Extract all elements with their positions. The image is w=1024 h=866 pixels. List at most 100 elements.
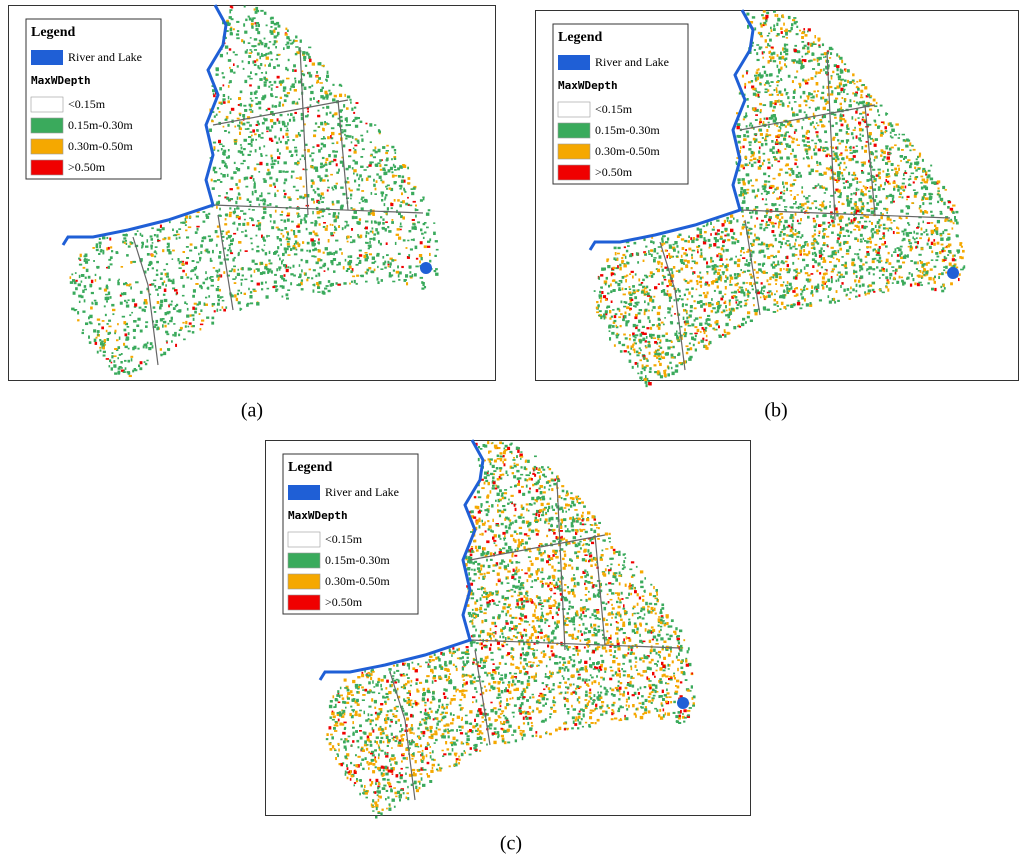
flood-cell bbox=[856, 253, 860, 256]
flood-cell bbox=[829, 223, 832, 226]
flood-cell bbox=[837, 158, 840, 161]
flood-cell bbox=[812, 217, 815, 220]
flood-cell bbox=[763, 172, 767, 176]
flood-cell bbox=[776, 89, 778, 94]
flood-cell bbox=[109, 296, 112, 299]
flood-cell bbox=[250, 280, 254, 283]
flood-cell bbox=[743, 270, 746, 273]
flood-cell bbox=[871, 197, 874, 200]
flood-cell bbox=[423, 245, 427, 249]
flood-cell bbox=[805, 113, 808, 117]
flood-cell bbox=[945, 216, 949, 219]
flood-cell bbox=[398, 212, 401, 216]
flood-cell bbox=[236, 117, 240, 120]
flood-cell bbox=[261, 248, 264, 251]
flood-cell bbox=[732, 232, 736, 235]
flood-cell bbox=[960, 268, 964, 271]
flood-cell bbox=[227, 230, 230, 234]
flood-cell bbox=[397, 265, 399, 269]
flood-cell bbox=[75, 287, 78, 291]
flood-cell bbox=[795, 201, 797, 203]
flood-cell bbox=[711, 228, 715, 231]
flood-cell bbox=[819, 204, 822, 207]
flood-cell bbox=[925, 171, 928, 175]
flood-cell bbox=[233, 212, 235, 215]
flood-cell bbox=[774, 272, 778, 276]
flood-cell bbox=[943, 266, 946, 269]
flood-cell bbox=[628, 337, 631, 341]
flood-cell bbox=[747, 24, 750, 28]
flood-cell bbox=[629, 297, 633, 300]
flood-cell bbox=[247, 15, 250, 18]
flood-cell bbox=[875, 174, 879, 177]
flood-cell bbox=[807, 78, 810, 81]
flood-cell bbox=[314, 247, 317, 251]
flood-cell bbox=[792, 19, 796, 22]
flood-cell bbox=[205, 213, 208, 217]
flood-cell bbox=[630, 270, 634, 273]
flood-cell bbox=[874, 156, 877, 159]
flood-cell bbox=[219, 181, 223, 183]
flood-cell bbox=[762, 24, 765, 27]
flood-cell bbox=[322, 226, 326, 228]
flood-cell bbox=[257, 43, 261, 46]
flood-cell bbox=[367, 247, 371, 250]
flood-cell bbox=[905, 255, 908, 258]
flood-cell bbox=[768, 125, 770, 128]
flood-cell bbox=[772, 114, 776, 116]
flood-cell bbox=[716, 265, 719, 268]
flood-cell bbox=[784, 294, 787, 297]
flood-cell bbox=[331, 200, 334, 204]
flood-cell bbox=[712, 327, 715, 330]
flood-cell bbox=[848, 104, 852, 108]
flood-cell bbox=[768, 117, 773, 120]
flood-cell bbox=[815, 82, 819, 86]
flood-cell bbox=[837, 139, 840, 142]
flood-cell bbox=[146, 253, 150, 256]
flood-cell bbox=[962, 266, 965, 270]
flood-cell bbox=[708, 342, 711, 346]
flood-cell bbox=[435, 272, 439, 276]
flood-cell bbox=[758, 123, 761, 125]
flood-cell bbox=[244, 50, 248, 54]
flood-cell bbox=[365, 220, 369, 223]
flood-cell bbox=[843, 288, 846, 292]
flood-cell bbox=[865, 102, 868, 107]
flood-cell bbox=[376, 173, 379, 176]
flood-cell bbox=[703, 328, 706, 332]
flood-cell bbox=[732, 237, 735, 240]
flood-cell bbox=[860, 259, 863, 263]
flood-cell bbox=[942, 247, 945, 250]
flood-cell bbox=[826, 85, 830, 89]
flood-cell bbox=[878, 277, 881, 279]
flood-cell bbox=[331, 114, 335, 118]
flood-cell bbox=[328, 89, 331, 92]
flood-cell bbox=[260, 54, 264, 57]
flood-cell bbox=[659, 362, 662, 367]
flood-cell bbox=[302, 185, 305, 188]
flood-cell bbox=[894, 167, 898, 171]
flood-cell bbox=[872, 139, 875, 143]
flood-cell bbox=[300, 116, 304, 121]
flood-cell bbox=[275, 40, 278, 43]
flood-cell bbox=[743, 134, 746, 138]
flood-cell bbox=[278, 268, 281, 271]
flood-cell bbox=[374, 187, 377, 191]
flood-cell bbox=[186, 307, 189, 311]
flood-cell bbox=[868, 240, 870, 243]
flood-cell bbox=[247, 166, 250, 170]
flood-cell bbox=[206, 276, 209, 280]
flood-cell bbox=[219, 143, 223, 146]
flood-cell bbox=[793, 203, 797, 205]
flood-cell bbox=[408, 230, 412, 233]
flood-cell bbox=[820, 247, 823, 250]
flood-cell bbox=[632, 335, 636, 338]
flood-cell bbox=[835, 97, 838, 100]
flood-cell bbox=[935, 227, 939, 231]
flood-cell bbox=[726, 219, 729, 222]
flood-cell bbox=[800, 66, 803, 70]
flood-cell bbox=[792, 232, 794, 236]
flood-cell bbox=[822, 282, 825, 286]
flood-cell bbox=[190, 325, 194, 328]
flood-cell bbox=[106, 266, 108, 269]
